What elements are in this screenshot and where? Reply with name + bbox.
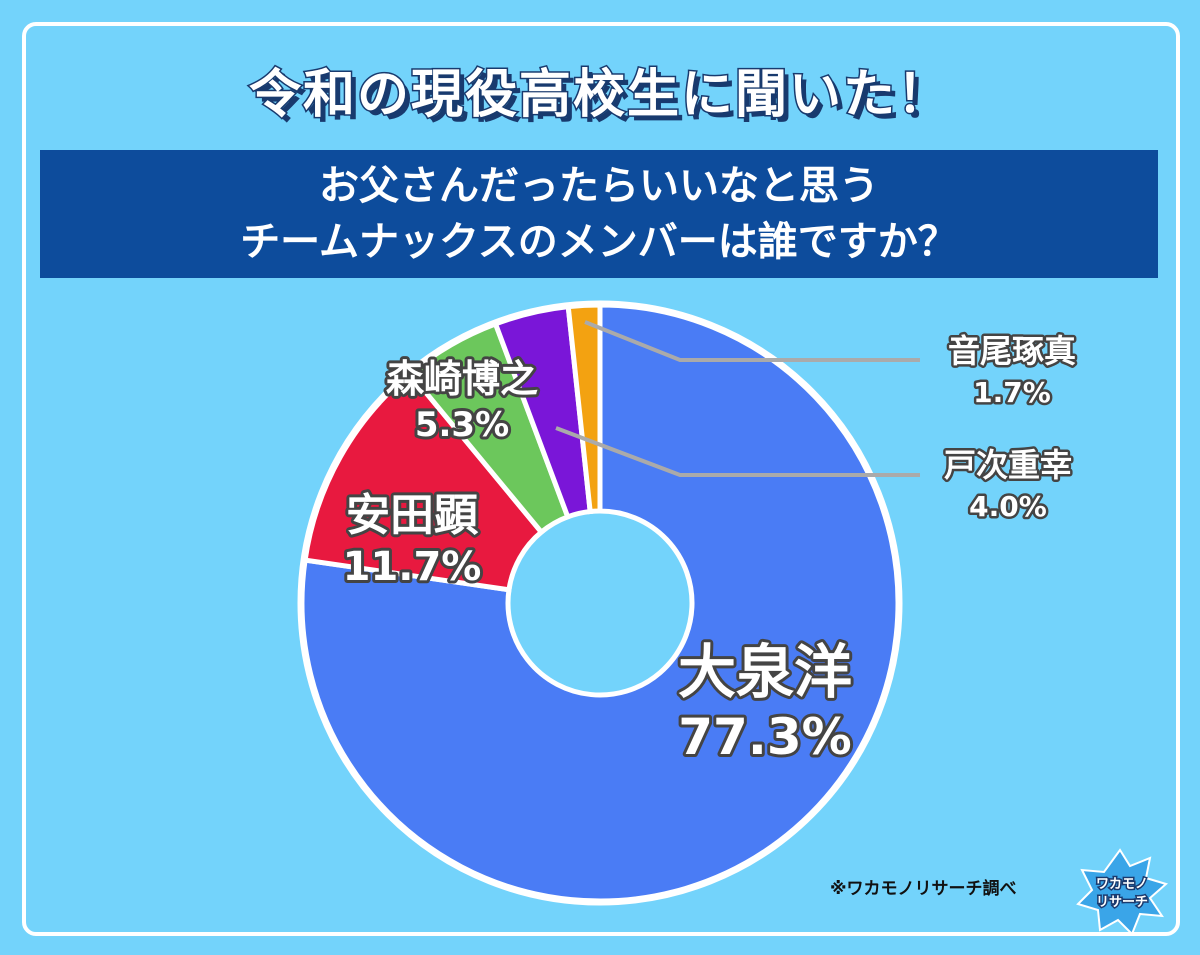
slice-label-3: 戸次重幸 <box>944 446 1072 484</box>
slice-label-1: 安田顕 <box>346 490 479 541</box>
leader-line-3 <box>555 426 920 477</box>
source-credit: ※ワカモノリサーチ調べ <box>830 879 1017 899</box>
outer-ring <box>297 300 903 906</box>
slice-value-3: 4.0% <box>969 490 1047 523</box>
question-line-1: お父さんだったらいいなと思う <box>319 163 879 209</box>
leader-line-4 <box>584 320 920 362</box>
slice-label-4: 音尾琢真 <box>948 332 1076 370</box>
question-line-2: チームナックスのメンバーは誰ですか？ <box>240 219 958 265</box>
slice-label-2: 森崎博之 <box>386 357 538 401</box>
slice-value-1: 11.7% <box>343 544 482 590</box>
slice-value-2: 5.3% <box>415 405 509 445</box>
question-banner: お父さんだったらいいなと思う チームナックスのメンバーは誰ですか？ <box>40 150 1158 278</box>
slice-label-0: 大泉洋 <box>678 638 852 706</box>
slice-value-4: 1.7% <box>973 376 1051 409</box>
frame <box>22 22 1180 936</box>
page-title: 令和の現役高校生に聞いた！ <box>247 64 951 127</box>
slice-value-0: 77.3% <box>678 708 851 766</box>
